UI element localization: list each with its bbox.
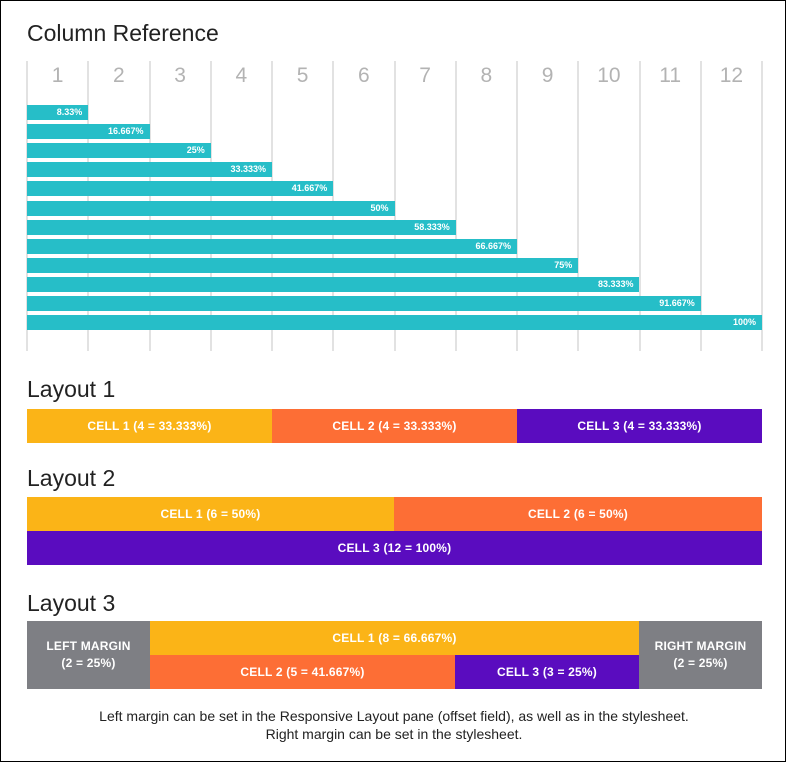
layout1-title: Layout 1	[27, 376, 116, 402]
column-number: 3	[174, 64, 186, 87]
percentage-bar-label: 25%	[186, 145, 205, 155]
caption: Left margin can be set in the Responsive…	[1, 707, 786, 743]
percentage-bar: 50%	[27, 201, 395, 216]
column-reference-title: Column Reference	[27, 20, 219, 46]
left-margin-value: (2 = 25%)	[61, 656, 116, 670]
column-number: 8	[480, 64, 493, 87]
column-gridline	[516, 61, 518, 351]
layout3-title: Layout 3	[27, 590, 116, 616]
layout3-cell2: CELL 2 (5 = 41.667%)	[150, 655, 455, 689]
column-gridline	[638, 61, 641, 351]
column-number: 5	[296, 64, 309, 87]
column-number: 2	[113, 64, 125, 87]
percentage-bar-label: 91.667%	[659, 298, 695, 308]
column-number: 12	[719, 64, 744, 87]
column-number: 7	[419, 64, 431, 87]
percentage-bar: 16.667%	[27, 124, 150, 139]
percentage-bar: 41.667%	[27, 181, 334, 196]
column-number: 6	[358, 64, 370, 87]
layout1-cell3: CELL 3 (4 = 33.333%)	[517, 409, 762, 443]
layout1-cell2: CELL 2 (4 = 33.333%)	[272, 409, 517, 443]
percentage-bar-label: 75%	[554, 260, 573, 270]
column-gridline	[393, 61, 396, 351]
column-number: 9	[541, 64, 554, 87]
right-margin-block: RIGHT MARGIN (2 = 25%)	[639, 621, 762, 689]
percentage-bar-label: 8.33%	[56, 107, 83, 117]
layout3-cell3: CELL 3 (3 = 25%)	[455, 655, 639, 689]
percentage-bar-label: 16.667%	[107, 126, 144, 136]
percentage-bar-label: 100%	[732, 317, 756, 327]
layout1-cell1: CELL 1 (4 = 33.333%)	[27, 409, 272, 443]
layout2-cell3: CELL 3 (12 = 100%)	[27, 531, 762, 565]
layout2-cell2: CELL 2 (6 = 50%)	[394, 497, 762, 531]
percentage-bar: 25%	[27, 143, 211, 158]
column-number: 10	[597, 64, 621, 87]
right-margin-value: (2 = 25%)	[673, 656, 728, 670]
percentage-bar: 75%	[27, 258, 579, 273]
column-number: 11	[659, 64, 682, 87]
column-gridline	[454, 61, 457, 351]
column-gridline	[577, 61, 580, 351]
layout2-title: Layout 2	[27, 465, 116, 491]
layout2-cell1: CELL 1 (6 = 50%)	[27, 497, 394, 531]
percentage-bar-label: 50%	[370, 203, 389, 213]
column-gridline	[699, 61, 702, 351]
percentage-bar-label: 58.333%	[414, 222, 450, 232]
percentage-bar: 91.667%	[27, 296, 701, 311]
layout3-cell1: CELL 1 (8 = 66.667%)	[150, 621, 639, 655]
left-margin-label: LEFT MARGIN	[46, 639, 131, 653]
percentage-bar: 100%	[27, 315, 762, 330]
percentage-bar: 66.667%	[27, 239, 517, 254]
column-number: 4	[235, 64, 248, 87]
percentage-bar: 33.333%	[27, 162, 272, 177]
percentage-bar: 8.33%	[27, 105, 89, 120]
percentage-bar: 58.333%	[27, 220, 456, 235]
percentage-bar-label: 83.333%	[597, 279, 634, 289]
caption-line1: Left margin can be set in the Responsive…	[99, 708, 689, 724]
column-number: 1	[51, 64, 64, 87]
column-gridline	[761, 61, 763, 351]
caption-line2: Right margin can be set in the styleshee…	[265, 726, 523, 742]
percentage-bar-label: 66.667%	[475, 241, 511, 251]
right-margin-label: RIGHT MARGIN	[654, 639, 747, 653]
left-margin-block: LEFT MARGIN (2 = 25%)	[27, 621, 150, 689]
percentage-bar: 83.333%	[27, 277, 640, 292]
percentage-bar-label: 41.667%	[291, 183, 328, 193]
percentage-bar-label: 33.333%	[230, 164, 266, 174]
